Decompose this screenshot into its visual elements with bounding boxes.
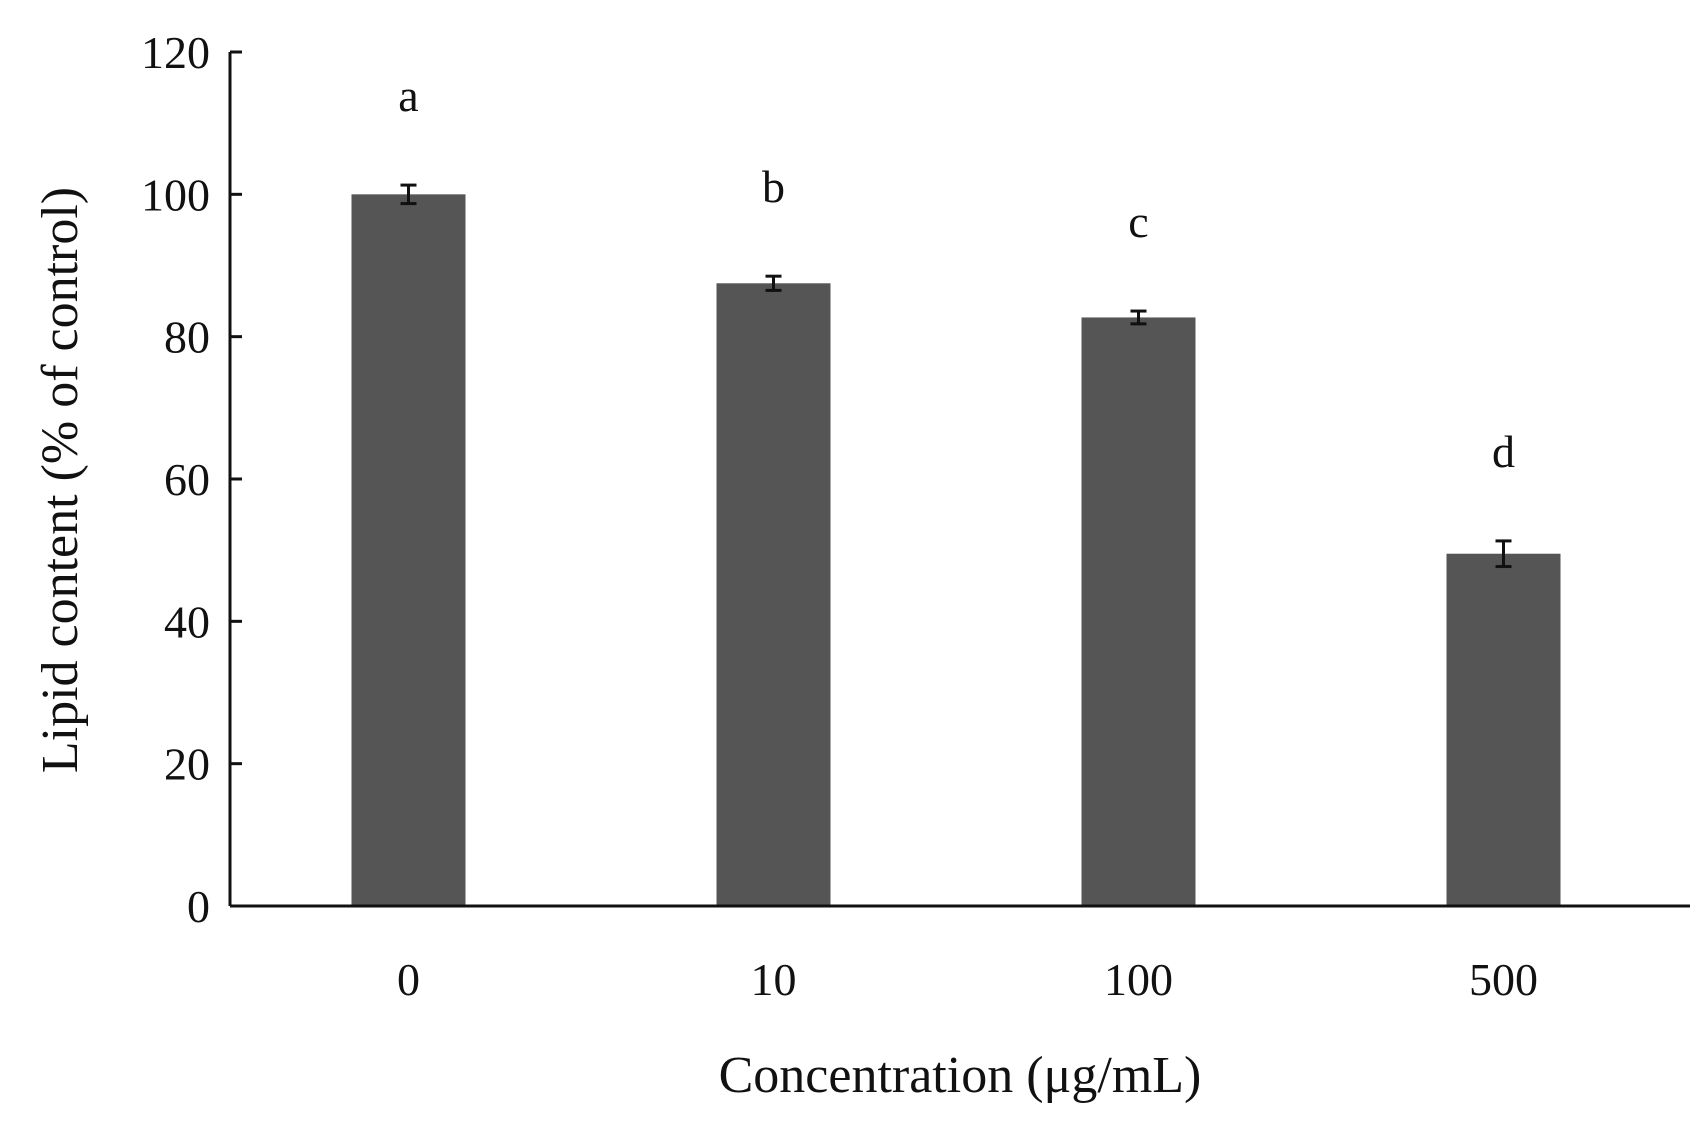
error-bars-layer xyxy=(400,183,1512,569)
y-tick-label: 100 xyxy=(141,169,210,220)
y-tick-label: 60 xyxy=(164,454,210,505)
y-tick-label: 0 xyxy=(187,881,210,932)
x-categories-layer: 0 10 100 500 xyxy=(397,954,1538,1005)
bar xyxy=(716,283,831,907)
y-axis-title: Lipid content (% of control) xyxy=(32,187,89,773)
bar xyxy=(351,194,466,907)
x-category-label: 500 xyxy=(1469,954,1538,1005)
x-category-label: 0 xyxy=(397,954,420,1005)
y-tick-label: 40 xyxy=(164,596,210,647)
significance-label: b xyxy=(762,161,785,212)
y-tick-label: 120 xyxy=(141,27,210,78)
significance-label: a xyxy=(398,70,418,121)
significance-labels-layer: a b c d xyxy=(398,70,1515,477)
bar xyxy=(1081,317,1196,906)
x-axis-title: Concentration (μg/mL) xyxy=(719,1047,1202,1104)
y-tick-label: 20 xyxy=(164,739,210,790)
x-category-label: 100 xyxy=(1104,954,1173,1005)
bar xyxy=(1446,553,1561,906)
x-category-label: 10 xyxy=(751,954,797,1005)
y-tick-label: 80 xyxy=(164,312,210,363)
significance-label: d xyxy=(1492,426,1515,477)
significance-label: c xyxy=(1128,196,1148,247)
y-ticks-layer: 0 20 40 60 80 100 120 xyxy=(141,27,242,932)
bars-layer xyxy=(351,194,1561,907)
